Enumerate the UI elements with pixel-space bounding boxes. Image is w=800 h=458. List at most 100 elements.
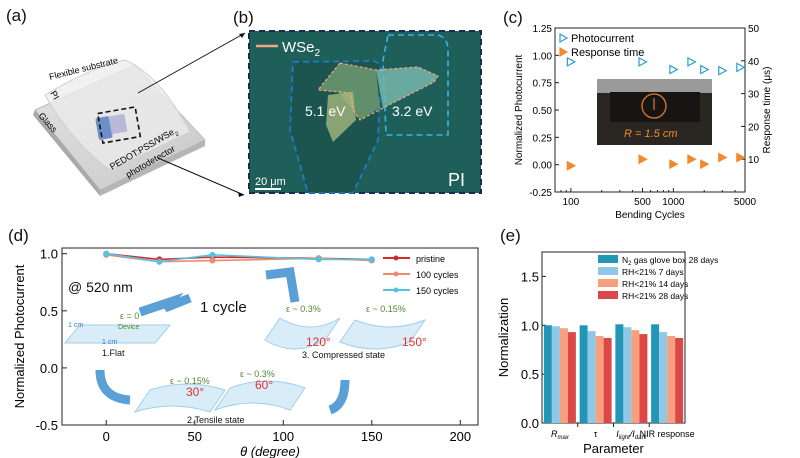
legend-swatch <box>598 267 618 275</box>
scale-bar-label: 20 μm <box>255 176 286 188</box>
data-point-response-time <box>718 152 728 163</box>
compressed-sheet-120 <box>264 317 341 350</box>
data-point-150-cycles <box>368 256 375 263</box>
x-tick-label: 500 <box>634 197 651 208</box>
y-tick-label: 0.5 <box>40 304 58 319</box>
legend-marker <box>393 255 399 261</box>
bar-2-3 <box>639 334 648 423</box>
bar-2-1 <box>623 327 632 423</box>
compressed-strain-label-2: ε ~ 0.15% <box>366 304 406 314</box>
glass-edge-right <box>100 140 205 196</box>
region-3-2ev-outline <box>382 34 449 136</box>
data-point-response-time <box>638 154 648 165</box>
x-tick-label: Rmax <box>551 429 570 441</box>
y-tick-label: 1.0 <box>521 318 539 333</box>
legend-label: 150 cycles <box>416 286 459 296</box>
x-tick-label: 5000 <box>734 197 757 208</box>
data-point-photocurrent <box>638 56 648 67</box>
y-axis-label: Normalized Photocurrent <box>12 264 27 408</box>
y-tick-label: -0.5 <box>36 418 58 433</box>
flat-device-label: Device <box>118 324 140 331</box>
legend-label: Response time <box>571 47 644 59</box>
data-point-photocurrent <box>700 64 710 75</box>
data-point-response-time <box>669 159 679 170</box>
data-point-response-time <box>566 160 577 171</box>
bar-0-3 <box>567 332 576 423</box>
panel-d-label: (d) <box>8 226 29 245</box>
legend-swatch <box>598 279 618 287</box>
arrowhead-bottom <box>238 192 244 197</box>
y-tick-label: 0.00 <box>533 161 553 172</box>
x-tick-label: 50 <box>188 429 202 444</box>
legend-label: RH<21% 28 days <box>622 291 688 301</box>
wse2-flake-right <box>376 67 438 108</box>
y-axis-label: Normalized Photocurrent <box>514 54 525 165</box>
connector-line-top <box>137 32 246 94</box>
data-point-photocurrent <box>687 56 697 67</box>
tensile-state-label: 2.Tensile state <box>187 415 245 425</box>
compressed-sheet-150 <box>339 318 427 350</box>
y2-tick-label: 10 <box>748 155 760 166</box>
bar-2-0 <box>615 324 624 423</box>
arrow-to-flat <box>138 292 192 317</box>
wavelength-annotation: @ 520 nm <box>68 279 133 295</box>
data-point-150-cycles <box>209 251 216 258</box>
region-right-energy: 3.2 eV <box>392 103 433 119</box>
x-axis-label: Bending Cycles <box>615 210 684 220</box>
x-tick-label: τ <box>594 429 598 439</box>
legend-label: Photocurrent <box>571 33 634 45</box>
zoom-box-dashed <box>96 106 142 144</box>
bar-0-2 <box>559 328 568 423</box>
wse2-legend-label: WSe2 <box>282 39 321 59</box>
y-tick-label: 0.75 <box>533 79 553 90</box>
arrow-to-tensile <box>95 369 131 405</box>
x-axis-label: Parameter <box>583 441 644 456</box>
inset-bend-circle <box>641 93 667 119</box>
data-point-150-cycles <box>315 256 322 263</box>
y2-tick-label: 50 <box>748 24 760 35</box>
wse2-flake-lower <box>326 92 356 142</box>
data-point-100-cycles <box>209 257 216 264</box>
legend-label: RH<21% 7 days <box>622 267 684 277</box>
wse2-flake-left <box>318 63 380 120</box>
y-tick-label: 1.25 <box>533 24 553 35</box>
glass-edge <box>33 110 100 196</box>
legend-swatch <box>598 255 618 263</box>
arrow-to-compressed <box>328 379 350 415</box>
y-tick-label: 0.50 <box>533 106 553 117</box>
y-axis-label: Normalization <box>496 298 511 377</box>
x-tick-label: 1000 <box>662 197 685 208</box>
y-tick-label: 0.25 <box>533 133 553 144</box>
panel-b-label: (b) <box>233 8 254 27</box>
flat-state-label: 1.Flat <box>102 348 125 358</box>
legend-label: 100 cycles <box>416 270 459 280</box>
bar-3-2 <box>667 336 676 423</box>
arrowhead-top <box>239 33 245 38</box>
y-tick-label: 1.5 <box>521 269 539 284</box>
device-flake <box>108 113 128 135</box>
y-tick-label: 0.5 <box>521 367 539 382</box>
bar-2-2 <box>631 330 640 423</box>
bar-1-3 <box>603 337 612 423</box>
y-tick-label: -0.25 <box>529 188 552 199</box>
x-tick-label: 100 <box>563 197 580 208</box>
inset-photo-top <box>597 79 712 93</box>
tensile-sheet-30 <box>133 383 226 413</box>
chart-d-bending-angle: -0.5 0.0 0.5 1.0 0 50 100 150 200 θ (degree) Norma… <box>12 247 479 458</box>
tensile-angle-label-1: 30° <box>186 385 204 399</box>
y2-tick-label: 20 <box>748 122 760 133</box>
x-tick-label: Ilight/Idark <box>616 429 647 441</box>
data-point-photocurrent <box>669 64 679 75</box>
bar-3-3 <box>675 337 684 423</box>
compressed-angle-label-2: 150° <box>402 335 427 349</box>
data-point-response-time <box>700 159 710 170</box>
flat-dim-label-2: 1 cm <box>102 339 117 346</box>
bar-0-0 <box>543 325 552 423</box>
legend-swatch <box>598 291 618 299</box>
legend-label: N2 gas glove box 28 days <box>622 255 718 267</box>
connector-line-bottom <box>157 157 245 196</box>
wse2-flake-outline <box>316 62 439 121</box>
plot-frame <box>61 247 479 426</box>
data-point-response-time <box>736 152 746 163</box>
flat-strain-label: ε = 0 <box>120 311 139 321</box>
